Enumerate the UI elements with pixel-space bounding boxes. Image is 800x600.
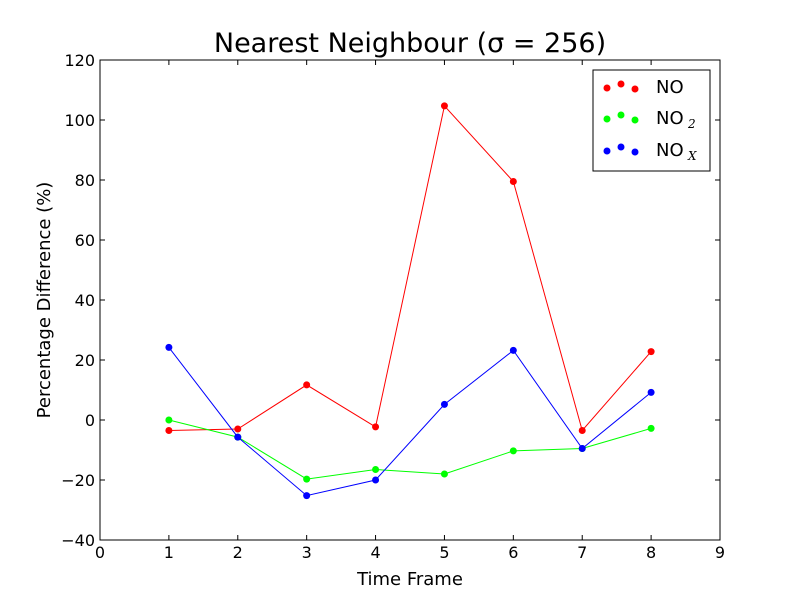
legend-label-subscript: 2 [687,117,696,131]
data-point [165,416,173,424]
series-NO [165,102,655,434]
axes-layer: 0 1 2 3 4 5 6 7 8 9 −40 −20 0 20 40 60 80 100 120 [61,51,725,562]
y-tick-label: 120 [64,51,95,70]
x-tick-label: 8 [646,543,656,562]
y-tick-label: −40 [61,531,95,550]
y-tick-label: 40 [75,291,95,310]
x-tick-label: 7 [577,543,587,562]
legend-label: NO [656,140,684,161]
legend-marker [603,147,611,155]
x-axis-label: Time Frame [356,569,463,590]
y-tick-label: 80 [75,171,95,190]
x-tick-label: 0 [95,543,105,562]
legend-marker [617,80,625,88]
series-line [168,104,652,432]
data-point [509,447,517,455]
data-point [303,492,311,500]
legend-box [592,69,711,172]
y-tick-label: 20 [75,351,95,370]
legend-item: NO X [603,140,697,163]
x-tick-label: 9 [715,543,725,562]
x-tick-label: 2 [233,543,243,562]
data-point [440,470,448,478]
legend-marker [617,111,625,119]
legend-label: NO [656,108,684,129]
x-tick-label: 3 [302,543,312,562]
data-point [578,445,586,452]
legend-marker [631,148,639,156]
data-point [647,424,655,432]
legend-marker [617,143,625,151]
y-tick-label: 100 [64,111,95,130]
data-point [440,102,448,110]
x-tick-label: 5 [439,543,449,562]
chart-title: Nearest Neighbour (σ = 256) [214,28,606,59]
data-point [647,388,655,396]
legend-item: NO 2 [603,108,696,131]
data-point [509,178,517,185]
legend-marker [631,85,639,93]
data-point [372,476,380,484]
data-point [234,433,242,441]
data-point [303,475,311,483]
data-point [372,423,380,431]
data-point [647,348,655,356]
y-tick-label: −20 [61,471,95,490]
series-layer [165,102,655,500]
y-tick-label: 0 [85,411,95,430]
data-point [440,400,448,408]
series-NOX [165,343,655,500]
data-point [372,466,380,473]
data-point [509,346,517,354]
legend-marker [603,115,611,123]
x-tick-label: 1 [164,543,174,562]
legend-item: NO [603,77,684,98]
legend-label-subscript: X [687,149,697,163]
data-point [234,425,242,433]
data-point [303,381,311,389]
legend-label: NO [656,77,684,98]
series-line [168,419,652,480]
y-tick-label: 60 [75,231,95,250]
data-point [578,427,586,434]
series-line [168,347,652,497]
legend-marker [603,84,611,92]
data-point [165,343,173,351]
data-point [165,427,173,434]
y-axis-label: Percentage Difference (%) [34,182,55,419]
x-tick-label: 4 [370,543,380,562]
legend-marker [631,116,639,124]
x-tick-label: 6 [508,543,518,562]
